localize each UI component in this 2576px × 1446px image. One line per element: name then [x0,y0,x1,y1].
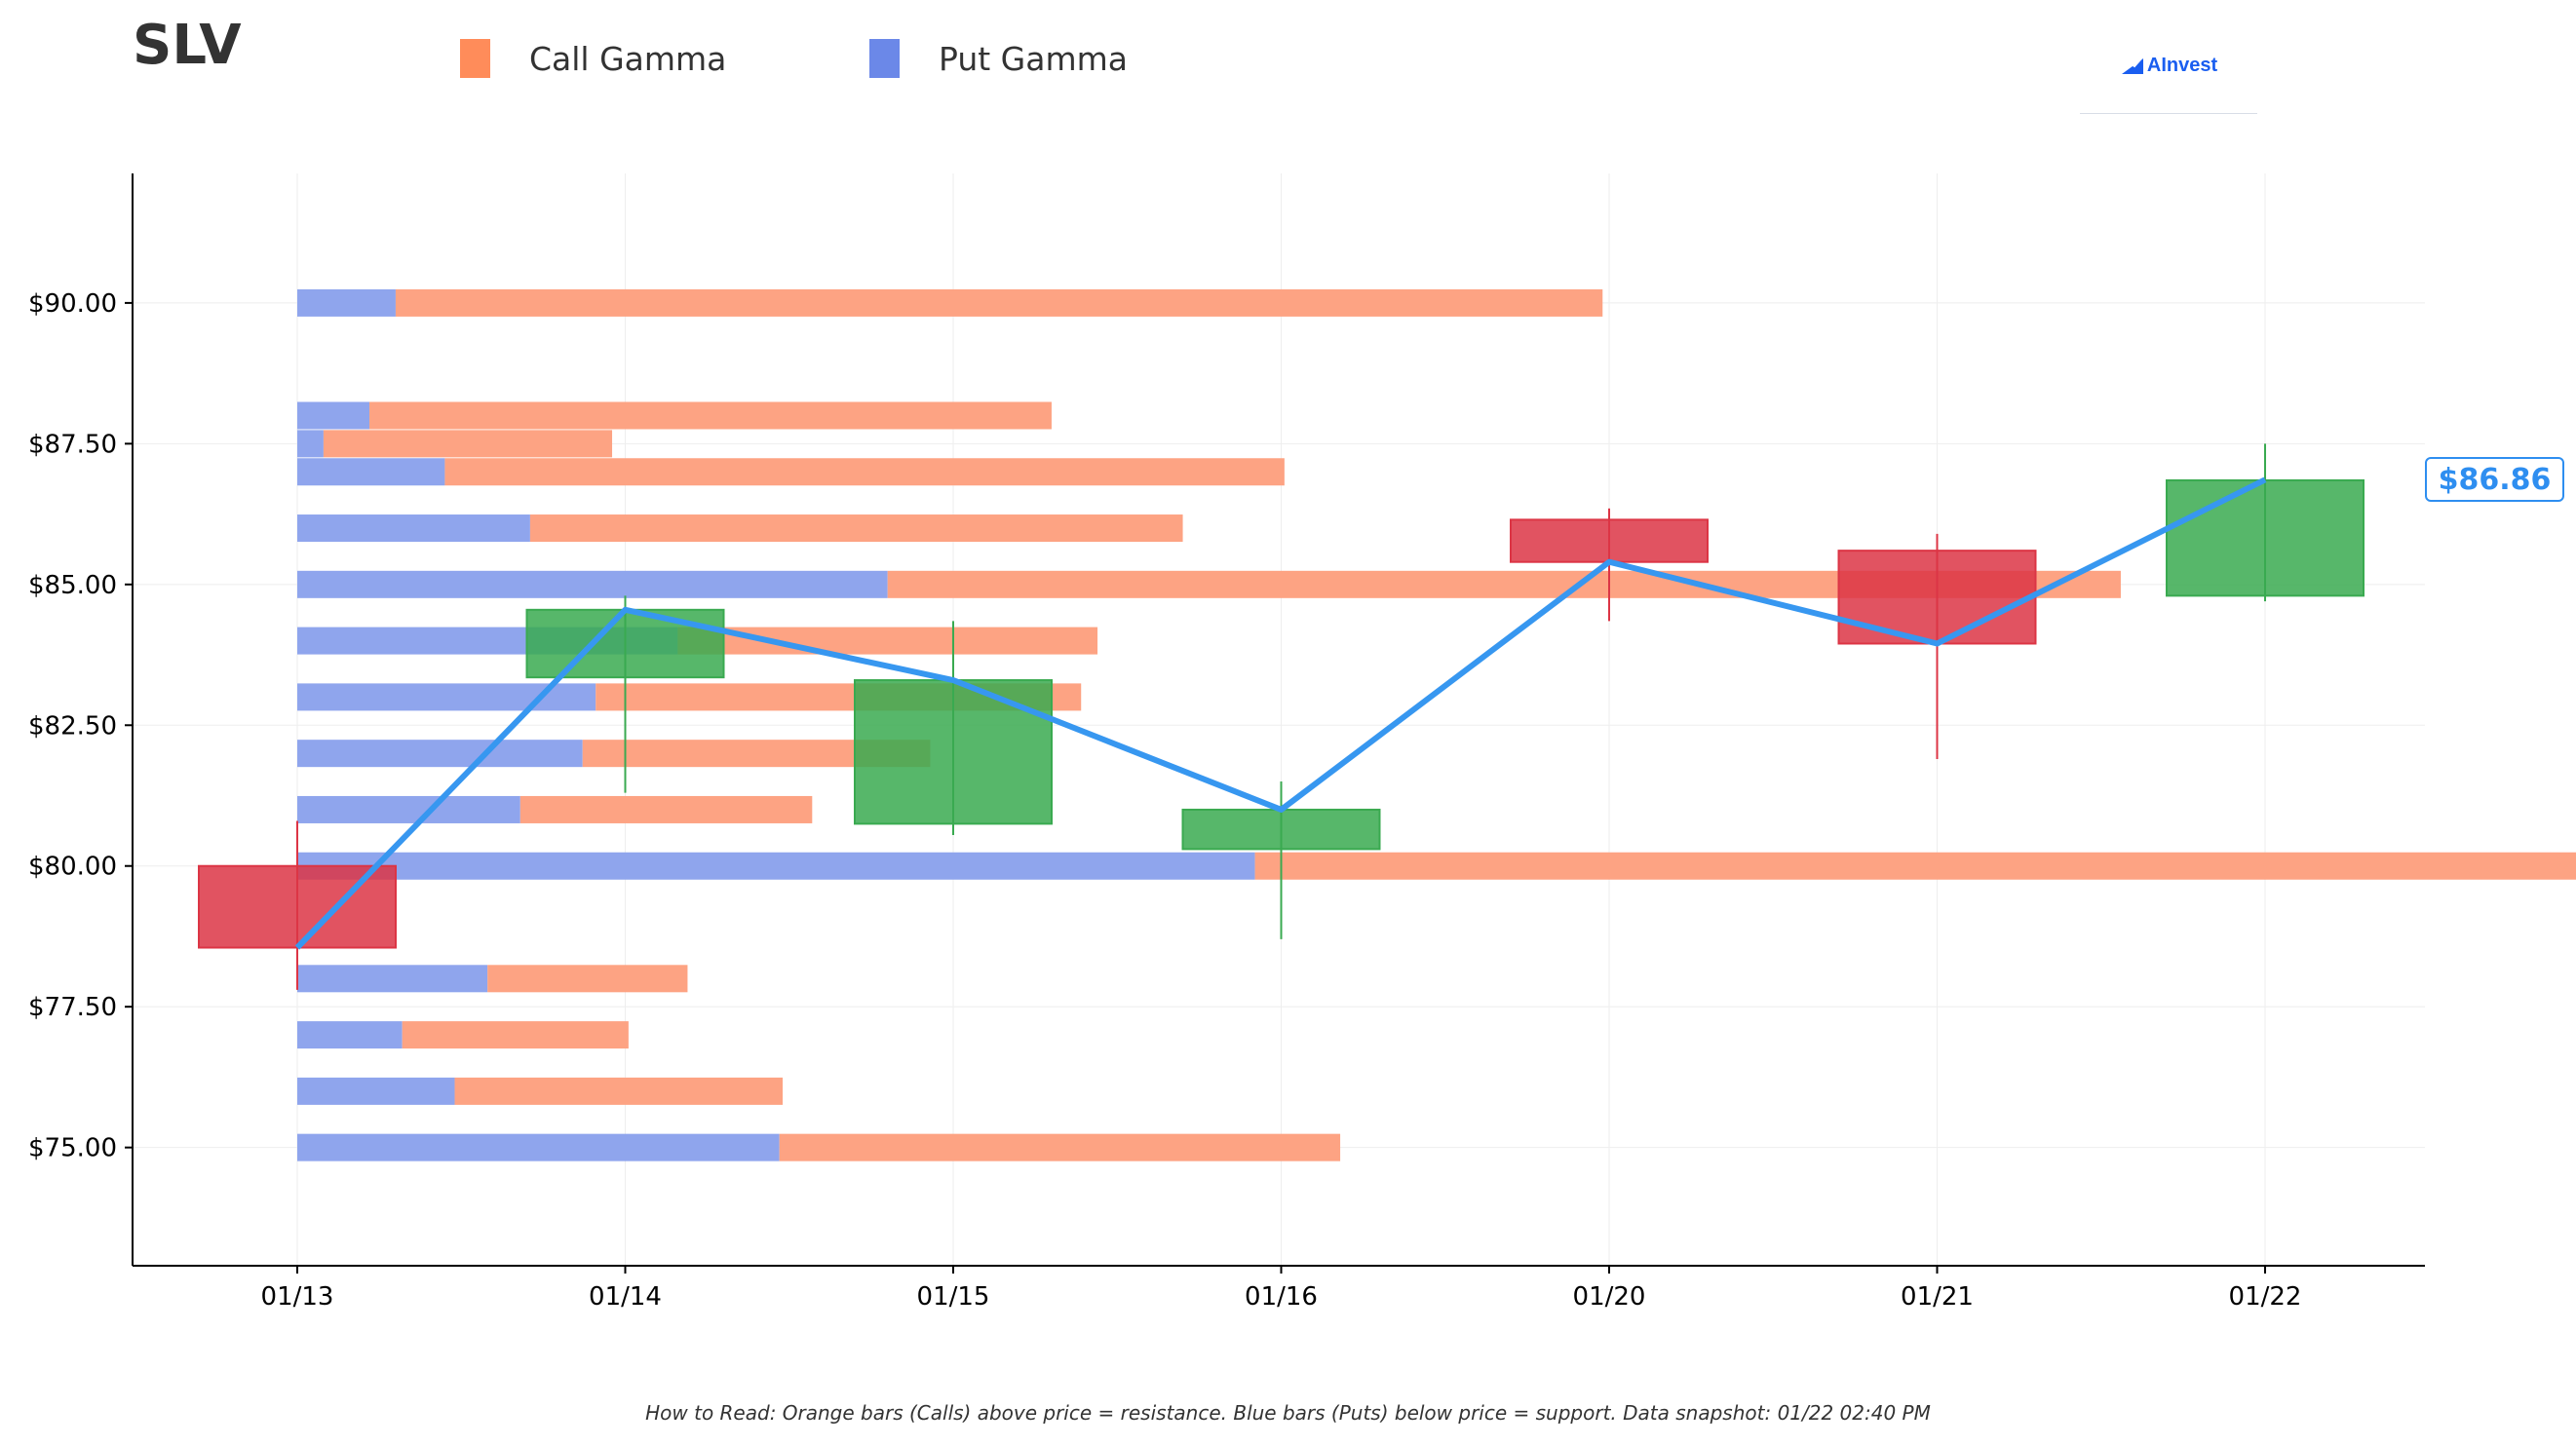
y-tick-label: $75.00 [28,1134,117,1163]
put-gamma-bar [297,430,324,458]
put-gamma-label: Put Gamma [939,39,1128,78]
brand-logo: AInvest [2080,51,2257,114]
put-gamma-bar [297,401,370,430]
how-to-read-note: How to Read: Orange bars (Calls) above p… [645,1401,1931,1425]
put-gamma-swatch [869,39,900,78]
x-tick-label: 01/22 [2229,1282,2302,1312]
call-gamma-bar [779,1133,1341,1161]
candle-body [1837,550,2037,645]
x-tick-label: 01/15 [917,1282,990,1312]
price-line [294,476,2267,950]
x-tick-label: 01/14 [589,1282,662,1312]
y-tick-label: $80.00 [28,853,117,882]
x-tick-label: 01/13 [261,1282,334,1312]
price-line-layer [294,476,2267,950]
y-tick-label: $85.00 [28,571,117,600]
put-gamma-bar [297,1021,403,1049]
current-price-tag: $86.86 [2425,457,2564,503]
x-tick-label: 01/16 [1245,1282,1318,1312]
y-tick-label: $82.50 [28,711,117,741]
candle-body [525,608,725,679]
call-gamma-bar [519,795,813,823]
call-gamma-bar [454,1077,784,1105]
legend-item-put-gamma: Put Gamma [869,35,1128,82]
call-gamma-bar [395,288,1603,317]
call-gamma-bar [487,965,688,993]
brand-name: AInvest [2146,54,2218,76]
gamma-bars [297,288,2576,1161]
call-gamma-bar [402,1021,629,1049]
x-tick-label: 01/20 [1573,1282,1646,1312]
candles [198,443,2365,990]
axes: $75.00 $77.50 $80.00 $82.50 $85.00 $87.50 $90.… [28,173,2425,1312]
candle-body [1510,518,1709,563]
y-tick-label: $77.50 [28,993,117,1022]
put-gamma-bar [297,570,888,598]
candle-body [854,679,1053,825]
legend-item-call-gamma: Call Gamma [460,35,726,82]
call-gamma-bar [369,401,1052,430]
put-gamma-bar [297,740,583,768]
put-gamma-bar [297,965,488,993]
y-tick-label: $90.00 [28,289,117,319]
put-gamma-bar [297,288,396,317]
call-gamma-bar [529,514,1183,543]
chart-logo-icon [2121,57,2143,74]
ticker-title: SLV [133,14,242,77]
put-gamma-bar [297,852,1255,880]
call-gamma-bar [444,458,1285,486]
x-tick-label: 01/21 [1901,1282,1974,1312]
candle-body [1181,808,1381,851]
call-gamma-bar [323,430,613,458]
put-gamma-bar [297,458,445,486]
candle-body [2166,478,2365,597]
call-gamma-bar [1254,852,2576,880]
put-gamma-bar [297,1133,780,1161]
y-tick-label: $87.50 [28,430,117,459]
call-gamma-swatch [460,39,490,78]
put-gamma-bar [297,514,530,543]
call-gamma-bar [677,627,1098,655]
put-gamma-bar [297,1077,455,1105]
call-gamma-label: Call Gamma [529,39,727,78]
put-gamma-bar [297,795,520,823]
